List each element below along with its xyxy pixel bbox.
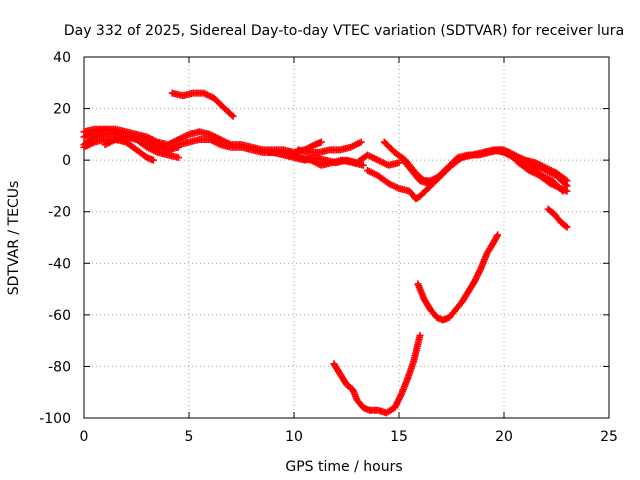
y-tick-label: -40	[48, 256, 71, 272]
y-tick-label: -100	[39, 411, 71, 427]
series-sat-p	[414, 231, 502, 324]
data-point	[563, 187, 571, 195]
data-marks	[80, 89, 571, 417]
data-point	[494, 231, 502, 239]
y-tick-label: 40	[53, 50, 71, 66]
x-tick-label: 0	[80, 429, 89, 445]
grid	[84, 57, 609, 418]
data-point	[175, 154, 182, 162]
y-tick-label: 0	[62, 153, 71, 169]
x-tick-label: 10	[285, 429, 303, 445]
data-point	[395, 159, 403, 167]
plot-frame	[83, 56, 610, 419]
series-sat-n	[544, 205, 571, 231]
series-sat-o	[330, 331, 424, 417]
data-point	[228, 111, 236, 119]
data-point	[317, 138, 325, 146]
series-sat-g	[265, 148, 367, 169]
data-point	[563, 177, 571, 185]
data-point	[175, 143, 182, 151]
y-axis: -100 -80 -60 -40 -20 0 20 40	[39, 50, 609, 427]
x-axis: 0 5 10 15 20 25	[80, 57, 618, 445]
y-tick-label: -80	[48, 359, 71, 375]
plot-border	[83, 56, 610, 419]
series-sat-l	[492, 146, 571, 185]
data-point	[562, 222, 570, 230]
data-point	[563, 223, 571, 231]
series-sat-e	[101, 133, 182, 154]
data-point	[562, 176, 569, 184]
data-point	[149, 156, 157, 164]
series-sat-h	[294, 138, 365, 156]
series-sat-m	[504, 148, 571, 195]
data-point	[357, 138, 365, 146]
y-tick-label: -60	[48, 308, 71, 324]
x-tick-label: 15	[390, 429, 408, 445]
y-tick-label: -20	[48, 205, 71, 221]
x-axis-label: GPS time / hours	[285, 459, 402, 475]
series-sat-d	[80, 125, 182, 162]
series-sat-f	[168, 89, 237, 120]
data-point	[416, 331, 424, 339]
data-point	[229, 112, 237, 120]
x-tick-label: 20	[495, 429, 513, 445]
y-tick-label: 20	[53, 102, 71, 118]
x-tick-label: 5	[185, 429, 194, 445]
y-axis-label: SDTVAR / TECUs	[6, 181, 22, 296]
data-point	[359, 161, 367, 169]
x-tick-label: 25	[600, 429, 618, 445]
chart-title: Day 332 of 2025, Sidereal Day-to-day VTE…	[64, 23, 624, 39]
